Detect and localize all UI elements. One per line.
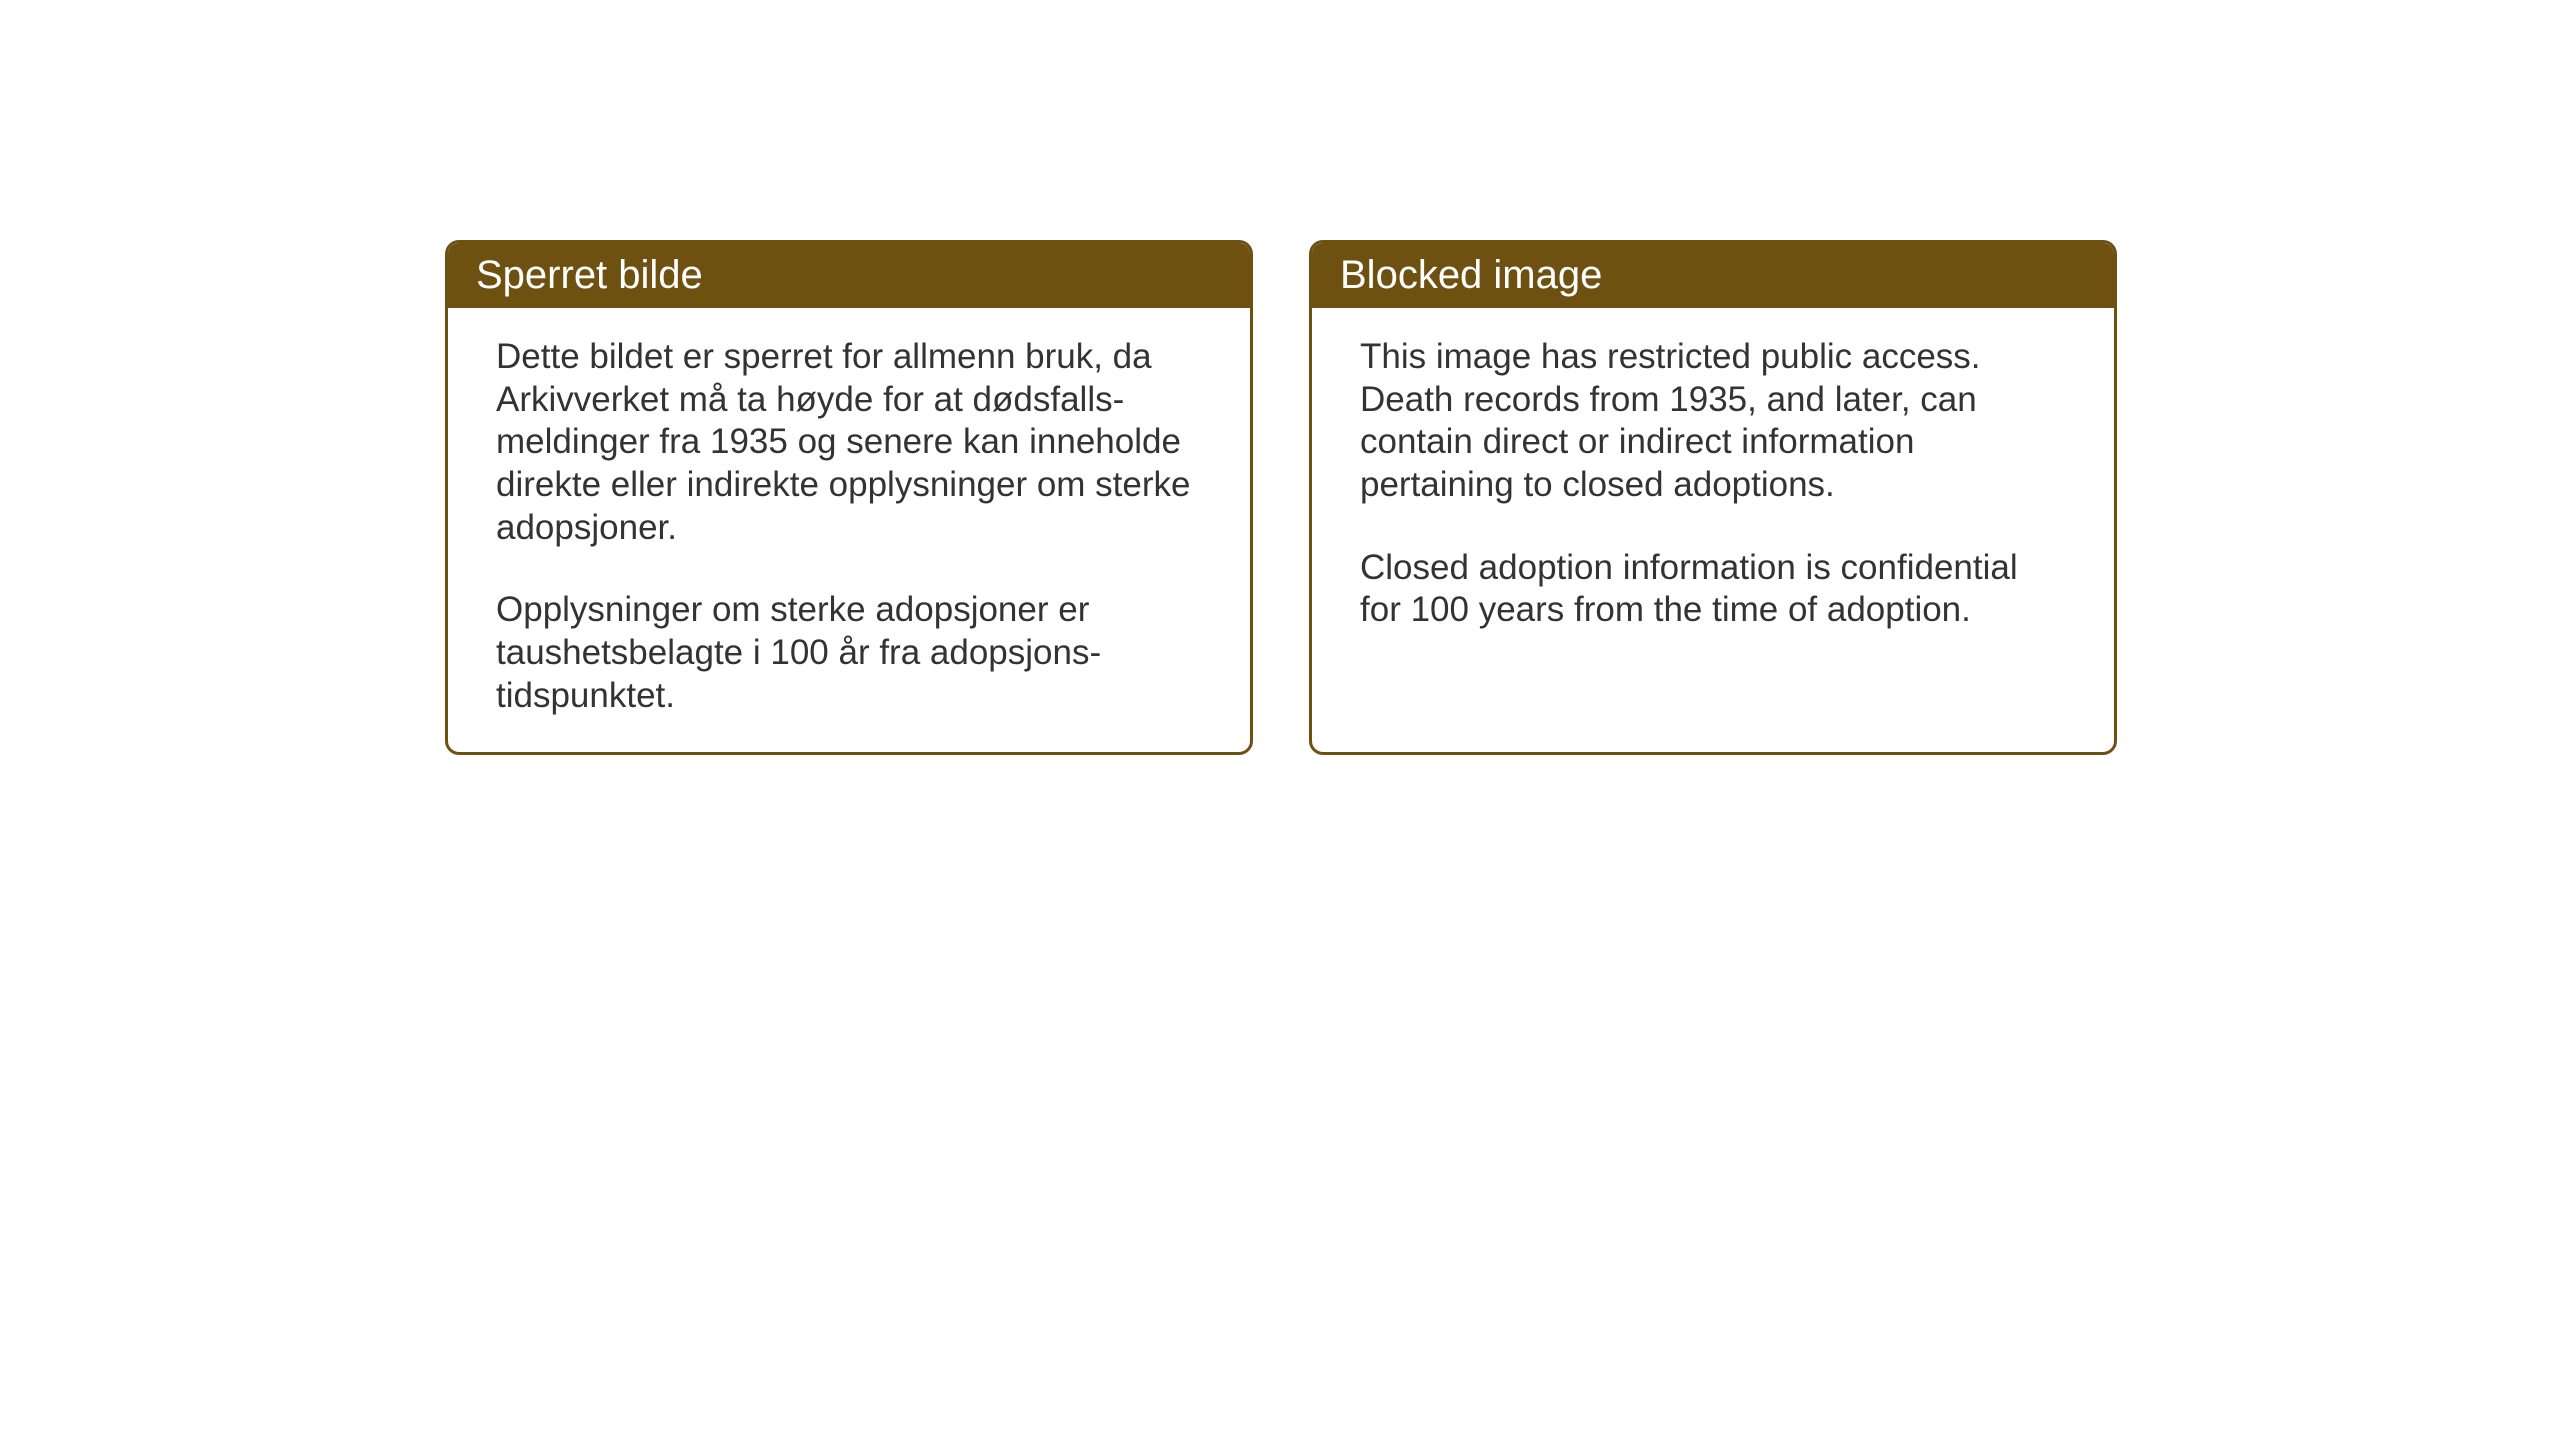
card-body-norwegian: Dette bildet er sperret for allmenn bruk… bbox=[448, 308, 1250, 752]
notice-container: Sperret bilde Dette bildet er sperret fo… bbox=[445, 240, 2117, 755]
notice-paragraph: Dette bildet er sperret for allmenn bruk… bbox=[496, 336, 1202, 549]
notice-paragraph: Closed adoption information is confident… bbox=[1360, 547, 2066, 632]
notice-card-english: Blocked image This image has restricted … bbox=[1309, 240, 2117, 755]
notice-paragraph: This image has restricted public access.… bbox=[1360, 336, 2066, 507]
card-body-english: This image has restricted public access.… bbox=[1312, 308, 2114, 666]
notice-paragraph: Opplysninger om sterke adopsjoner er tau… bbox=[496, 589, 1202, 717]
notice-card-norwegian: Sperret bilde Dette bildet er sperret fo… bbox=[445, 240, 1253, 755]
card-header-norwegian: Sperret bilde bbox=[448, 243, 1250, 308]
card-header-english: Blocked image bbox=[1312, 243, 2114, 308]
